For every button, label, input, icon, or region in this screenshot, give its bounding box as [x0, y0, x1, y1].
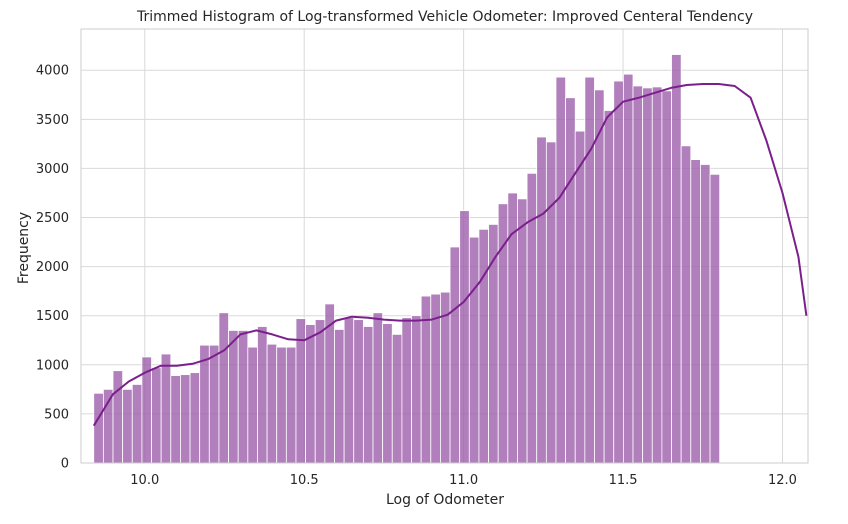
histogram-bar	[247, 346, 258, 464]
histogram-bar	[613, 80, 624, 464]
histogram-bar	[555, 76, 567, 464]
x-tick-label: 12.0	[768, 473, 797, 488]
histogram-bar	[545, 141, 557, 464]
histogram-bar	[526, 172, 538, 464]
histogram-bar	[170, 375, 181, 464]
x-tick-label: 11.5	[609, 473, 638, 488]
histogram-bar	[266, 343, 278, 464]
histogram-bar	[122, 388, 133, 464]
histogram-bar	[700, 164, 711, 464]
histogram-bar	[372, 312, 384, 464]
histogram-bar	[440, 291, 451, 464]
histogram-bar	[314, 319, 326, 464]
histogram-bar	[651, 86, 663, 464]
y-tick-label: 2000	[36, 260, 69, 275]
histogram-bar	[353, 319, 364, 464]
x-tick-labels: 10.0 10.5 11.0 11.5 12.0	[130, 473, 797, 488]
y-tick-labels: 0 500 1000 1500 2000 2500 3000 3500 4000	[36, 64, 69, 472]
histogram-bar	[584, 76, 595, 464]
histogram-bar	[112, 370, 124, 464]
histogram-bar	[661, 90, 672, 464]
histogram-bar	[536, 136, 547, 464]
kde-curve-group	[92, 83, 808, 427]
histogram-bar	[709, 173, 721, 464]
histogram-bar	[160, 353, 172, 464]
histogram-bar	[671, 54, 682, 464]
y-tick-label: 3500	[36, 113, 69, 128]
y-tick-label: 4000	[36, 64, 69, 79]
histogram-bar	[131, 384, 143, 464]
histogram-bar	[594, 89, 605, 464]
histogram-bar	[680, 145, 692, 464]
histogram-bar	[180, 374, 191, 464]
histogram-bar	[362, 326, 374, 464]
histogram-bar	[257, 326, 268, 464]
histogram-bar	[285, 346, 297, 464]
histogram-bar	[189, 372, 201, 464]
histogram-bar	[218, 312, 229, 464]
y-tick-label: 3000	[36, 162, 69, 177]
histogram-bar	[574, 130, 586, 464]
plot-frame	[80, 28, 809, 464]
histogram-bar	[468, 236, 480, 464]
kde-line	[92, 83, 808, 427]
histogram-bar	[228, 330, 239, 464]
y-axis-label: Frequency	[16, 212, 32, 284]
histogram-bar	[517, 198, 528, 464]
histogram-bar	[237, 330, 249, 464]
histogram-bar	[690, 159, 701, 464]
histogram-bar	[199, 344, 210, 464]
histogram-bar	[305, 324, 316, 464]
chart-title: Trimmed Histogram of Log-transformed Veh…	[136, 9, 753, 25]
histogram-bar	[93, 392, 104, 464]
histogram-bar	[343, 317, 355, 464]
histogram-bar	[478, 228, 489, 464]
histogram-bar	[382, 323, 393, 464]
histogram-bars	[93, 54, 721, 464]
y-tick-label: 1000	[36, 358, 69, 373]
histogram-bar	[603, 110, 615, 464]
histogram-bar	[565, 97, 576, 464]
x-axis-label: Log of Odometer	[386, 492, 504, 508]
x-tick-label: 11.0	[449, 473, 478, 488]
histogram-bar	[208, 344, 220, 464]
y-tick-label: 500	[44, 407, 69, 422]
histogram-bar	[632, 85, 644, 464]
y-tick-label: 0	[61, 457, 69, 472]
histogram-bar	[334, 329, 345, 464]
histogram-bar	[401, 317, 412, 464]
histogram-bar	[411, 315, 422, 464]
x-tick-label: 10.5	[290, 473, 319, 488]
y-tick-label: 1500	[36, 309, 69, 324]
histogram-bar	[449, 246, 461, 464]
histogram-bar	[622, 73, 634, 464]
histogram-bar	[391, 333, 403, 464]
histogram-bar	[642, 87, 653, 464]
y-tick-label: 2500	[36, 211, 69, 226]
histogram-bar	[276, 346, 287, 464]
histogram-bar	[459, 210, 470, 464]
x-tick-label: 10.0	[130, 473, 159, 488]
histogram-bar	[151, 367, 162, 464]
